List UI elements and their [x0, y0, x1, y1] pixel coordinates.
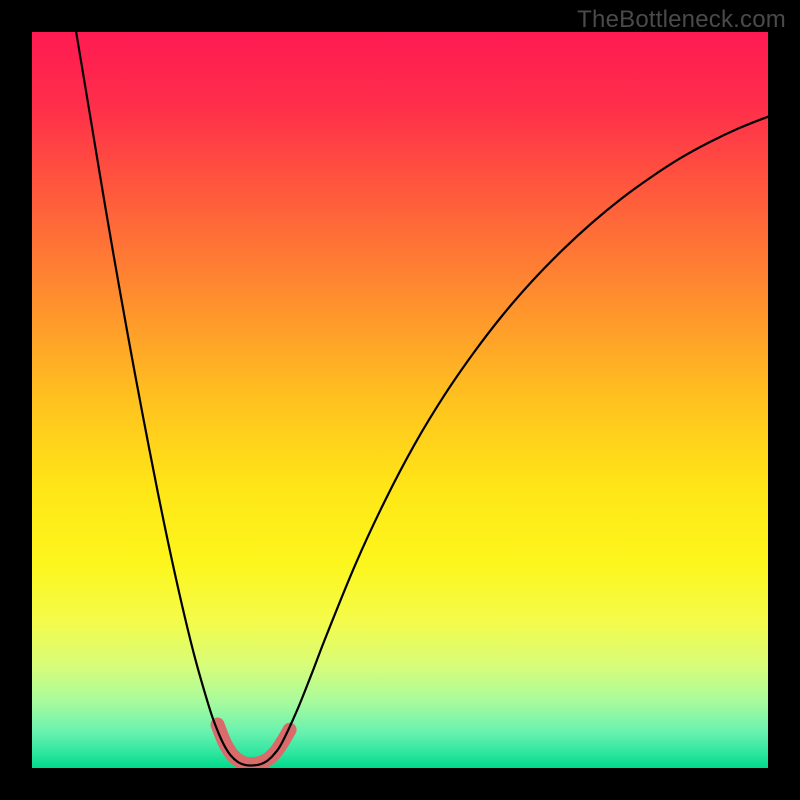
- plot-area: [32, 32, 768, 768]
- watermark-text: TheBottleneck.com: [577, 6, 786, 34]
- chart-outer: TheBottleneck.com: [0, 0, 800, 800]
- gradient-background: [32, 32, 768, 768]
